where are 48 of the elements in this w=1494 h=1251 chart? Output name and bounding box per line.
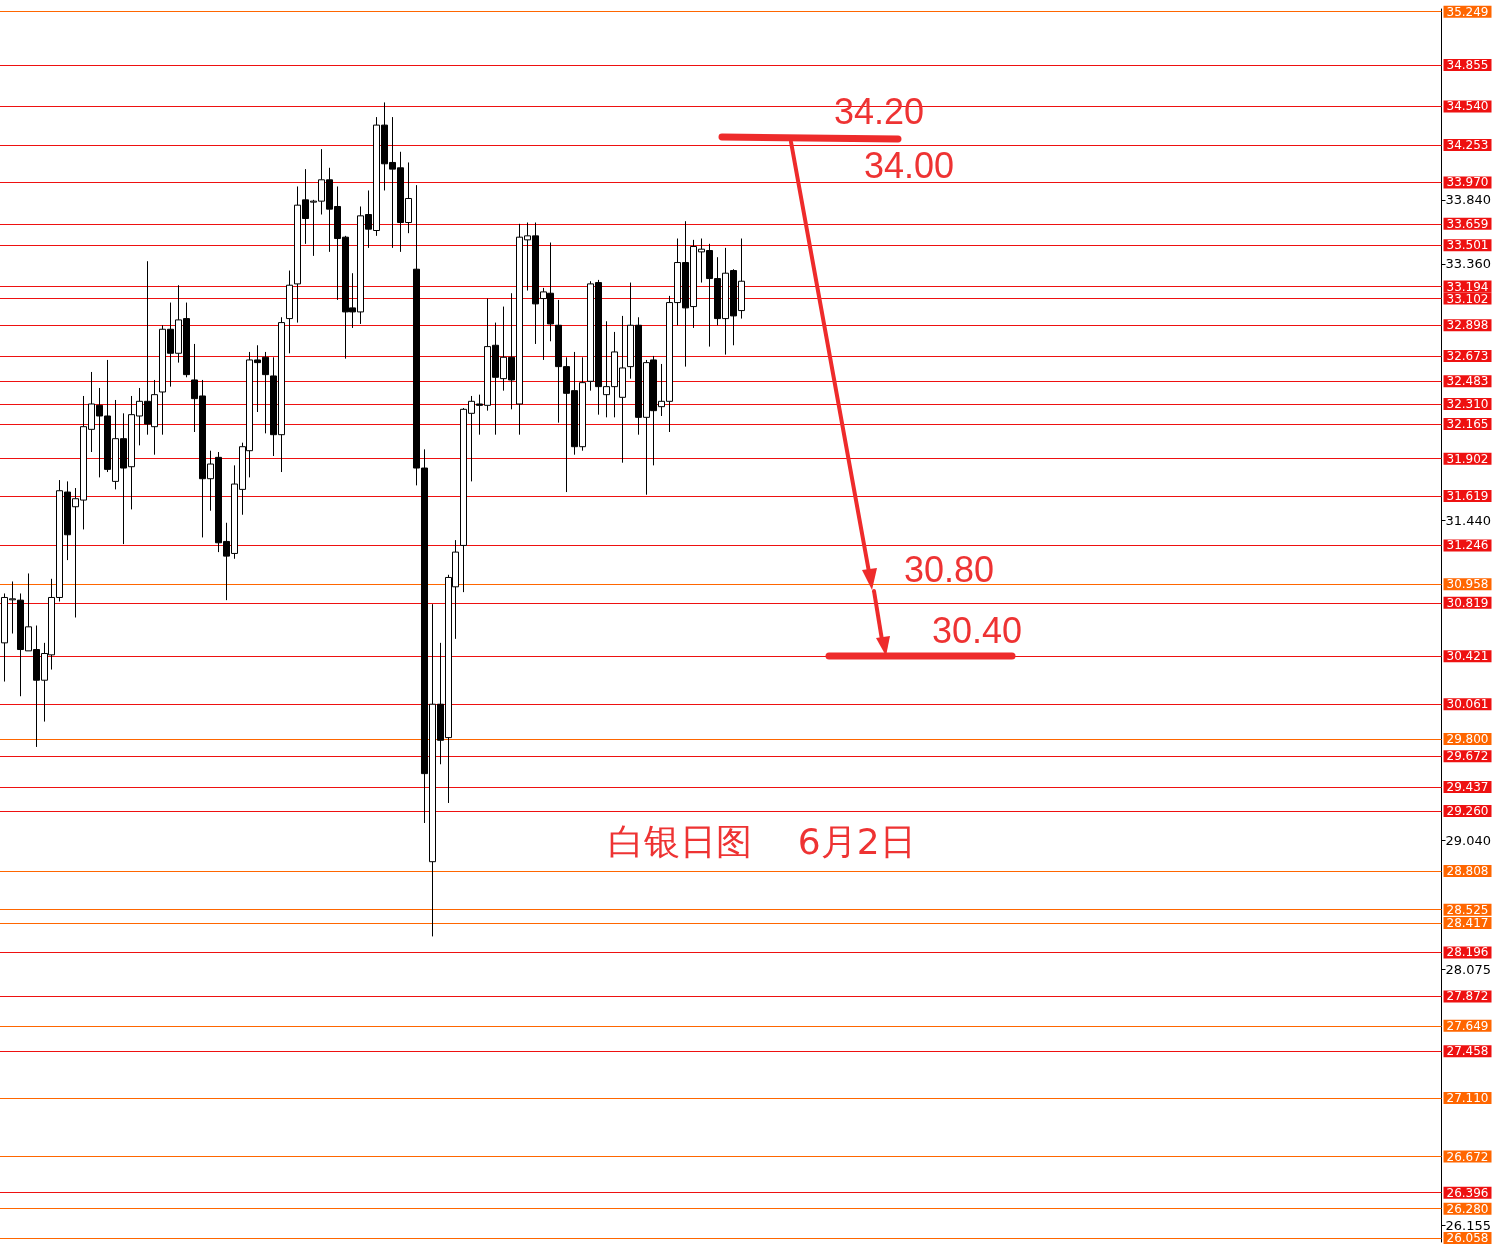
ref-line-label: 29.672 [1446,749,1489,764]
ref-line-label: 30.958 [1446,577,1489,592]
ref-line-label: 29.260 [1446,803,1489,818]
ref-line-label: 33.194 [1446,279,1489,294]
ref-line-label: 32.165 [1446,417,1489,431]
ref-line-label: 26.058 [1446,1231,1489,1245]
ref-line-label: 31.246 [1446,538,1489,553]
ref-line-label: 30.061 [1446,697,1489,712]
ref-line-label: 27.458 [1446,1044,1489,1059]
y-tick-label: 33.360 [1445,256,1492,272]
ref-line-label: 33.970 [1446,175,1489,190]
ref-line-label: 31.902 [1446,451,1489,466]
ref-line-label: 33.659 [1446,216,1489,231]
text: 白银日图 6月2日 [608,820,916,862]
ref-line-label: 30.421 [1446,649,1489,664]
ref-line-label: 32.673 [1446,348,1489,363]
y-tick-label: 26.155 [1445,1217,1492,1233]
ref-line-label: 33.501 [1446,238,1489,253]
ref-line-label: 28.808 [1446,864,1489,879]
ref-line-label: 35.249 [1446,4,1489,19]
candlestick [286,270,293,354]
ref-line-label: 34.253 [1446,138,1489,153]
y-tick-label: 29.040 [1445,832,1492,848]
ref-line-label: 34.855 [1446,58,1489,73]
ref-line-label: 27.649 [1446,1018,1489,1033]
annotation: 34.00 [864,144,955,186]
ref-line-label: 27.872 [1446,989,1489,1004]
annotation: 30.40 [932,609,1023,651]
ref-line-label: 28.417 [1446,916,1489,931]
ref-line-label: 33.102 [1446,291,1489,306]
ref-line-label: 27.110 [1446,1090,1489,1105]
ref-line-label: 29.800 [1446,731,1489,746]
ref-line-label: 32.483 [1446,374,1489,389]
ref-line-label: 29.437 [1446,779,1489,794]
y-tick-label: 33.840 [1445,192,1492,208]
ref-line-label: 26.396 [1446,1185,1489,1200]
y-tick-label: 31.440 [1445,512,1492,528]
ref-line-label: 28.196 [1446,945,1489,960]
ref-line-label: 30.819 [1446,595,1489,610]
ref-line-label: 34.540 [1446,99,1489,114]
ref-line-label: 32.898 [1446,318,1489,333]
ref-line-label: 28.525 [1446,902,1489,917]
y-tick-label: 28.075 [1445,961,1492,977]
ref-line-label: 32.310 [1446,396,1489,411]
ref-line-label: 31.619 [1446,489,1489,504]
annotation: 30.80 [904,548,995,590]
ref-line-label: 26.280 [1446,1201,1489,1216]
ref-line-label: 26.672 [1446,1149,1489,1164]
